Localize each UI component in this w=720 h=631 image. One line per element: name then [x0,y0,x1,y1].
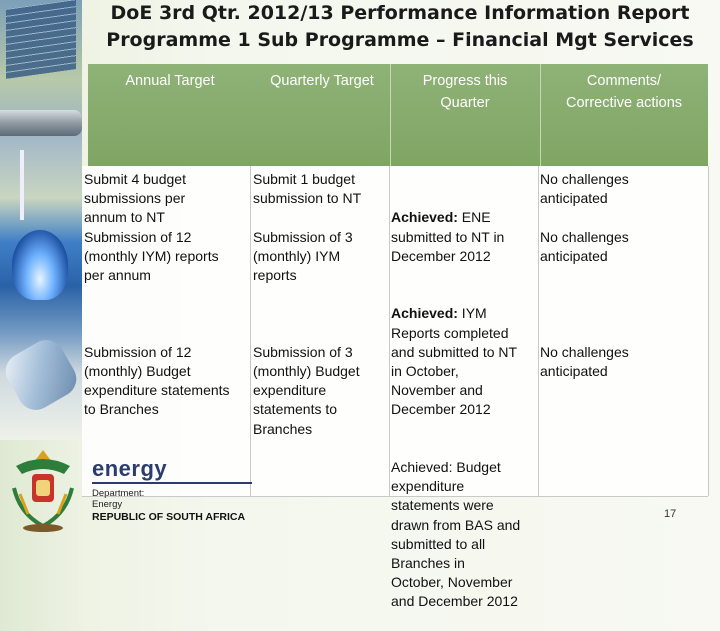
progress-row-2: Achieved: IYM Reports completed and subm… [391,305,518,418]
page-number: 17 [664,508,677,520]
header-annual-target: Annual Target [125,73,215,89]
country-label: REPUBLIC OF SOUTH AFRICA [92,511,246,523]
column-divider [538,166,539,496]
gas-flame-image [12,230,68,300]
column-progress: Achieved: ENE submitted to NT in Decembe… [391,170,520,631]
title-line-1: DoE 3rd Qtr. 2012/13 Performance Informa… [110,2,690,24]
progress-row-3: Achieved: Budget expenditure statements … [391,459,521,610]
column-divider [250,166,251,496]
energy-logo-underline [92,482,252,484]
column-divider [708,166,709,496]
header-comments: Comments/ Corrective actions [565,73,683,111]
table-body [82,166,708,496]
department-label: Department: Energy [92,488,145,510]
achieved-label: Achieved: [391,209,458,226]
light-bulb-image [0,333,83,417]
table-bottom-border [82,496,708,497]
pipeline-image [0,110,82,136]
table-header: Annual Target Quarterly Target Progress … [88,64,708,166]
wind-turbine-image [20,150,24,220]
page-title: DoE 3rd Qtr. 2012/13 Performance Informa… [0,0,720,54]
title-line-2: Programme 1 Sub Programme – Financial Mg… [106,29,694,51]
column-annual-target: Submit 4 budget submissions per annum to… [84,171,230,418]
header-divider [540,64,541,166]
progress-row-1: Achieved: ENE submitted to NT in Decembe… [391,209,505,264]
header-divider [390,64,391,166]
decorative-energy-images [0,0,83,440]
header-progress: Progress this Quarter [422,73,508,111]
energy-logo-text: energy [92,456,168,481]
column-comments: No challenges anticipated No challenges … [540,171,629,380]
column-divider [389,166,390,496]
header-quarterly-target: Quarterly Target [270,73,374,89]
column-quarterly-target: Submit 1 budget submission to NT Submiss… [253,171,362,437]
achieved-label: Achieved: [391,305,458,322]
coat-of-arms-logo [12,450,74,532]
